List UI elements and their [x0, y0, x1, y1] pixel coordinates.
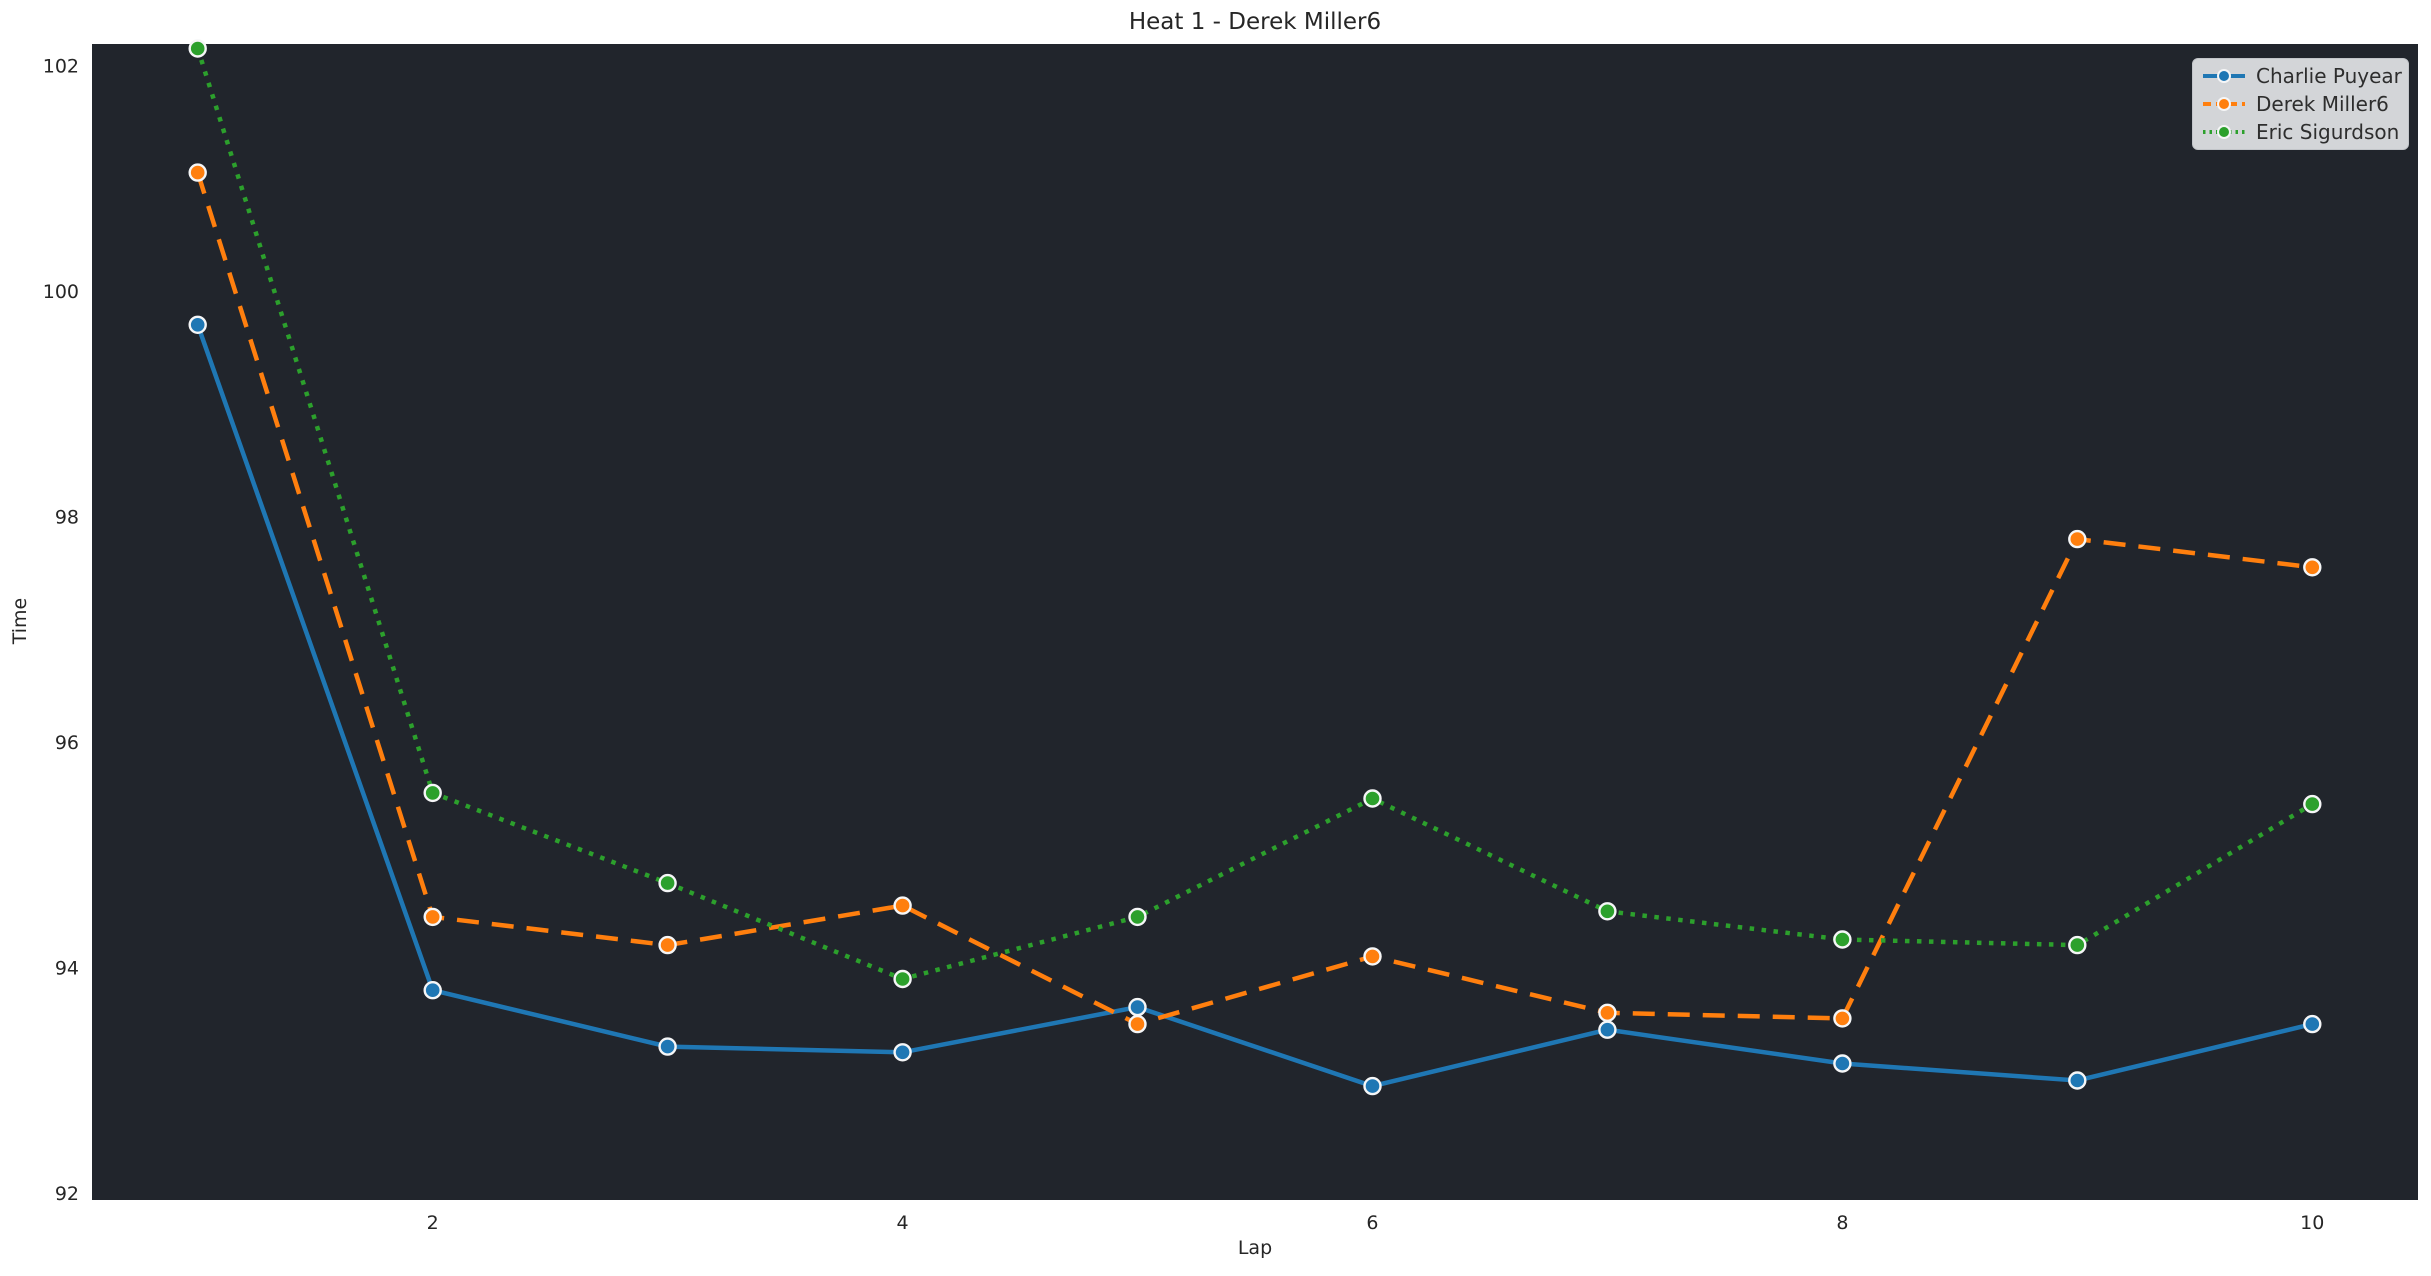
legend-line-sample-icon	[2203, 125, 2245, 139]
data-point-marker	[188, 39, 207, 58]
data-point-marker	[658, 935, 677, 955]
data-point-marker	[2303, 558, 2322, 577]
data-point-marker	[1598, 1003, 1617, 1022]
data-point-marker	[658, 1037, 677, 1056]
legend-label: Derek Miller6	[2256, 92, 2389, 116]
x-tick-label: 2	[427, 1212, 439, 1234]
data-point-marker	[893, 1043, 912, 1062]
legend-item-charlie-puyear: Charlie Puyear	[2202, 64, 2402, 88]
x-tick-label: 10	[2300, 1212, 2324, 1234]
data-point-marker	[1363, 789, 1382, 808]
data-point-marker	[423, 783, 442, 803]
legend-item-eric-sigurdson: Eric Sigurdson	[2202, 120, 2399, 144]
data-point-marker	[2068, 1071, 2087, 1090]
data-point-marker	[893, 896, 912, 915]
data-point-marker	[1363, 1076, 1382, 1096]
data-point-marker	[1363, 947, 1382, 966]
legend-line-sample-icon	[2203, 69, 2245, 83]
series-line	[195, 324, 2313, 1089]
legend-line-sample-icon	[2203, 97, 2245, 111]
data-point-marker	[188, 315, 207, 334]
plot-area	[92, 44, 2418, 1200]
x-tick-label: 4	[897, 1212, 909, 1234]
y-axis-label: Time	[9, 597, 31, 645]
data-point-marker	[1128, 1014, 1147, 1034]
data-point-marker	[1833, 1009, 1852, 1028]
data-point-marker	[2303, 1014, 2322, 1034]
series-line	[195, 171, 2313, 1027]
data-point-marker	[188, 163, 207, 182]
chart-title: Heat 1 - Derek Miller6	[1128, 9, 1382, 35]
data-point-marker	[1128, 997, 1147, 1017]
x-axis-label: Lap	[1237, 1237, 1273, 1259]
legend-label: Charlie Puyear	[2256, 64, 2402, 88]
data-point-marker	[1598, 1020, 1617, 1039]
data-point-marker	[423, 981, 442, 1000]
y-tick-label: 96	[55, 732, 79, 754]
legend: Charlie Puyear Derek Miller6 Eric Sigurd…	[2192, 58, 2409, 150]
y-tick-label: 94	[55, 958, 79, 980]
data-point-marker	[2068, 935, 2087, 955]
legend-label: Eric Sigurdson	[2256, 120, 2400, 144]
x-tick-label: 8	[1836, 1212, 1848, 1234]
data-point-marker	[1598, 902, 1617, 921]
legend-item-derek-miller6: Derek Miller6	[2202, 92, 2399, 116]
y-tick-label: 100	[43, 281, 79, 303]
data-point-marker	[1833, 930, 1852, 949]
data-point-marker	[893, 969, 912, 989]
y-tick-label: 98	[55, 507, 79, 529]
data-point-marker	[423, 907, 442, 927]
data-point-marker	[2068, 529, 2087, 549]
data-point-marker	[2303, 794, 2322, 814]
data-point-marker	[1128, 907, 1147, 927]
x-tick-label: 6	[1366, 1212, 1378, 1234]
data-point-marker	[1833, 1054, 1852, 1073]
y-tick-label: 92	[55, 1183, 79, 1205]
y-tick-label: 102	[43, 55, 79, 77]
data-point-marker	[658, 873, 677, 893]
